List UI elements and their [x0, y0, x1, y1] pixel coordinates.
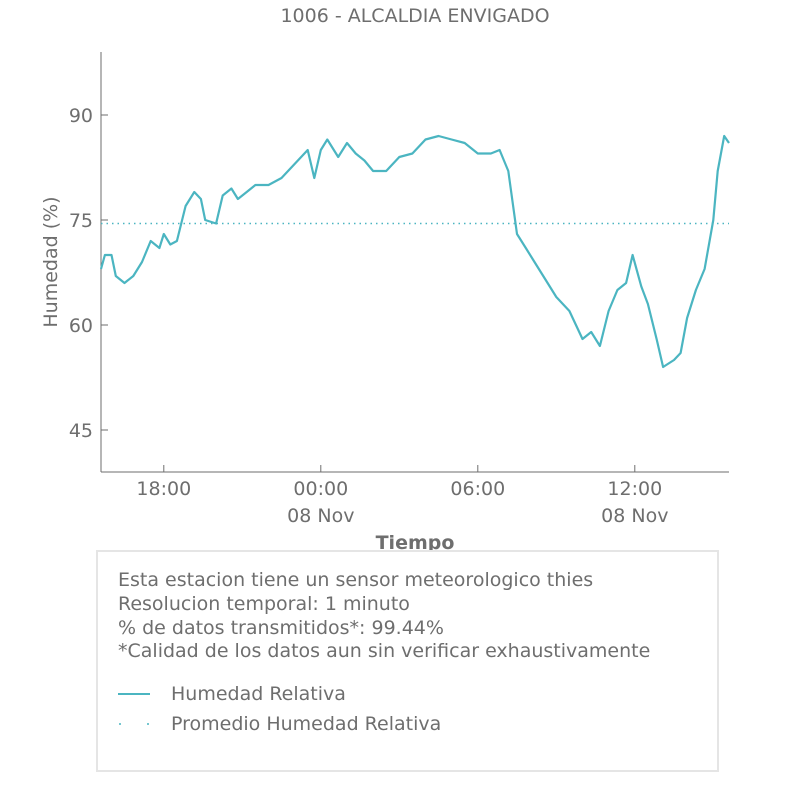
info-transmitted: % de datos transmitidos*: 99.44% [118, 617, 444, 639]
legend-label: Promedio Humedad Relativa [171, 713, 442, 735]
humidity-chart: 1006 - ALCALDIA ENVIGADO 45 60 75 90 18:00 00… [40, 5, 730, 554]
x-tick-label: 12:00 [607, 478, 662, 500]
y-tick-label: 60 [69, 315, 93, 337]
solid-line-swatch-icon [118, 693, 150, 695]
x-tick-date-label: 08 Nov [287, 505, 354, 527]
x-axis-label: Tiempo [376, 532, 455, 554]
x-tick-date-label: 08 Nov [601, 505, 668, 527]
y-axis-label: Humedad (%) [40, 196, 62, 327]
plot-area: 45 60 75 90 18:00 00:00 08 Nov 06:00 12:00 08 Nov [69, 52, 730, 527]
x-tick-label: 00:00 [293, 478, 348, 500]
x-tick-label: 06:00 [450, 478, 505, 500]
info-resolution: Resolucion temporal: 1 minuto [118, 593, 410, 615]
legend-label: Humedad Relativa [171, 683, 346, 705]
y-tick-label: 90 [69, 105, 93, 127]
legend-box: Esta estacion tiene un sensor meteorolog… [96, 550, 719, 772]
dotted-line-swatch-icon [119, 723, 149, 725]
x-tick-label: 18:00 [136, 478, 191, 500]
y-tick-label: 75 [69, 210, 93, 232]
legend-item-humidity: Humedad Relativa [118, 682, 346, 706]
info-station: Esta estacion tiene un sensor meteorolog… [118, 569, 594, 591]
legend-item-average: Promedio Humedad Relativa [118, 712, 441, 736]
y-tick-label: 45 [69, 420, 93, 442]
humidity-line [99, 134, 730, 369]
info-quality: *Calidad de los datos aun sin verificar … [118, 640, 651, 662]
chart-title: 1006 - ALCALDIA ENVIGADO [280, 5, 549, 27]
